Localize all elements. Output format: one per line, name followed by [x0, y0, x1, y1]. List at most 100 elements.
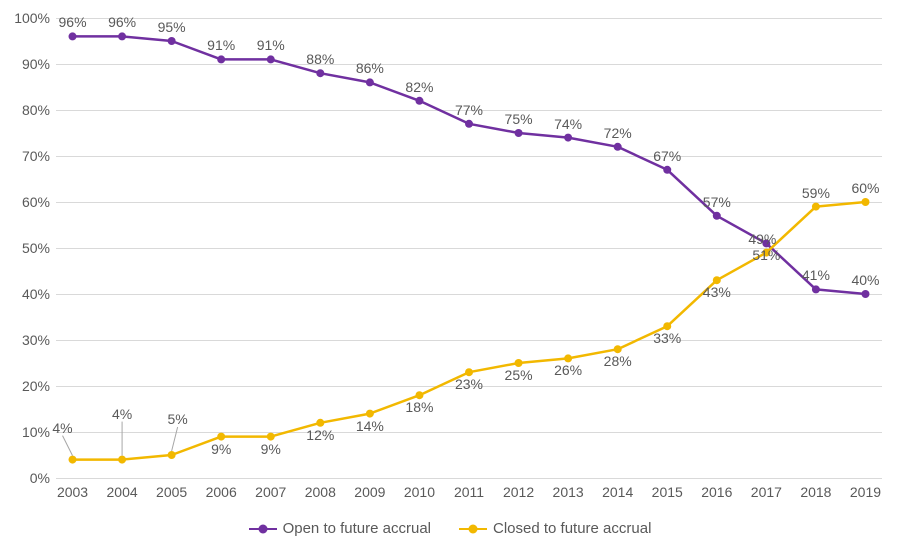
y-axis-tick-label: 90% — [22, 56, 56, 72]
data-label: 96% — [59, 14, 87, 30]
x-axis-tick-label: 2005 — [156, 478, 187, 500]
marker — [316, 419, 324, 427]
marker — [861, 290, 869, 298]
y-axis-tick-label: 10% — [22, 424, 56, 440]
plot-area: 0%10%20%30%40%50%60%70%80%90%100%2003200… — [56, 18, 882, 478]
data-label: 67% — [653, 148, 681, 164]
x-axis-tick-label: 2008 — [305, 478, 336, 500]
data-label: 49% — [748, 231, 776, 247]
marker — [515, 129, 523, 137]
data-label: 82% — [405, 79, 433, 95]
data-label: 40% — [851, 272, 879, 288]
x-axis-tick-label: 2018 — [800, 478, 831, 500]
data-label: 25% — [505, 367, 533, 383]
marker — [118, 456, 126, 464]
marker — [812, 285, 820, 293]
y-axis-tick-label: 40% — [22, 286, 56, 302]
data-label: 41% — [802, 267, 830, 283]
data-label: 86% — [356, 60, 384, 76]
x-axis-tick-label: 2003 — [57, 478, 88, 500]
marker — [69, 32, 77, 40]
marker — [366, 78, 374, 86]
series-line — [73, 36, 866, 294]
legend-label: Closed to future accrual — [493, 520, 651, 537]
data-label: 33% — [653, 330, 681, 346]
data-label: 4% — [112, 406, 132, 422]
data-label: 18% — [405, 399, 433, 415]
y-axis-tick-label: 20% — [22, 378, 56, 394]
x-axis-tick-label: 2011 — [454, 478, 484, 500]
marker — [812, 203, 820, 211]
data-label: 95% — [158, 19, 186, 35]
data-label: 88% — [306, 51, 334, 67]
data-label: 51% — [752, 247, 780, 263]
x-axis-tick-label: 2015 — [652, 478, 683, 500]
data-label: 5% — [168, 411, 188, 427]
marker — [69, 456, 77, 464]
x-axis-tick-label: 2016 — [701, 478, 732, 500]
marker — [861, 198, 869, 206]
marker — [564, 134, 572, 142]
marker — [316, 69, 324, 77]
data-label: 4% — [52, 420, 72, 436]
marker — [663, 166, 671, 174]
marker — [415, 97, 423, 105]
data-label: 14% — [356, 418, 384, 434]
marker — [267, 55, 275, 63]
y-axis-tick-label: 60% — [22, 194, 56, 210]
data-label: 43% — [703, 284, 731, 300]
data-label: 57% — [703, 194, 731, 210]
marker — [267, 433, 275, 441]
marker — [465, 120, 473, 128]
data-label: 28% — [604, 353, 632, 369]
legend-label: Open to future accrual — [283, 520, 431, 537]
x-axis-tick-label: 2004 — [107, 478, 138, 500]
data-label: 91% — [257, 37, 285, 53]
data-label: 9% — [261, 441, 281, 457]
x-axis-tick-label: 2010 — [404, 478, 435, 500]
marker — [415, 391, 423, 399]
marker — [614, 345, 622, 353]
x-axis-tick-label: 2019 — [850, 478, 881, 500]
x-axis-tick-label: 2013 — [553, 478, 584, 500]
data-label: 59% — [802, 185, 830, 201]
x-axis-tick-label: 2014 — [602, 478, 633, 500]
data-label: 12% — [306, 427, 334, 443]
y-axis-tick-label: 0% — [30, 470, 56, 486]
marker — [465, 368, 473, 376]
legend-swatch — [459, 522, 487, 536]
data-label: 9% — [211, 441, 231, 457]
marker — [663, 322, 671, 330]
marker — [713, 276, 721, 284]
legend-item: Closed to future accrual — [459, 520, 651, 537]
legend-swatch — [249, 522, 277, 536]
data-label: 60% — [851, 180, 879, 196]
y-axis-tick-label: 80% — [22, 102, 56, 118]
legend-item: Open to future accrual — [249, 520, 431, 537]
marker — [168, 451, 176, 459]
marker — [564, 354, 572, 362]
data-label: 96% — [108, 14, 136, 30]
data-label: 23% — [455, 376, 483, 392]
x-axis-tick-label: 2006 — [206, 478, 237, 500]
data-label: 72% — [604, 125, 632, 141]
x-axis-tick-label: 2017 — [751, 478, 782, 500]
data-label: 26% — [554, 362, 582, 378]
data-label: 74% — [554, 116, 582, 132]
x-axis-tick-label: 2012 — [503, 478, 534, 500]
y-axis-tick-label: 50% — [22, 240, 56, 256]
y-axis-tick-label: 30% — [22, 332, 56, 348]
data-label: 77% — [455, 102, 483, 118]
marker — [366, 410, 374, 418]
data-label: 75% — [505, 111, 533, 127]
marker — [713, 212, 721, 220]
legend: Open to future accrual Closed to future a… — [0, 520, 900, 537]
x-axis-tick-label: 2009 — [354, 478, 385, 500]
x-axis-tick-label: 2007 — [255, 478, 286, 500]
marker — [168, 37, 176, 45]
accrual-status-chart: 0%10%20%30%40%50%60%70%80%90%100%2003200… — [0, 0, 900, 553]
marker — [614, 143, 622, 151]
marker — [217, 433, 225, 441]
marker — [118, 32, 126, 40]
data-label: 91% — [207, 37, 235, 53]
